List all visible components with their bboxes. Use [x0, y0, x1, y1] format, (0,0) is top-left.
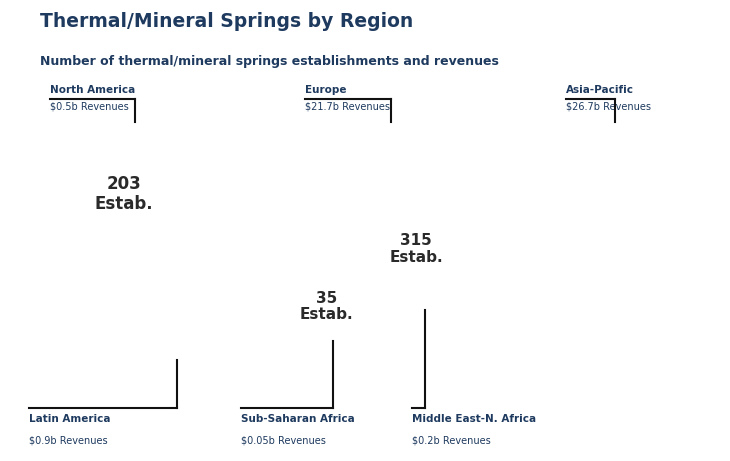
Text: 35
Estab.: 35 Estab. — [299, 291, 353, 322]
Text: $0.9b Revenues: $0.9b Revenues — [29, 436, 108, 446]
Text: Thermal/Mineral Springs by Region: Thermal/Mineral Springs by Region — [40, 12, 413, 30]
Text: 5,035 Estab.: 5,035 Estab. — [309, 187, 436, 205]
Text: 20,298
Estab.: 20,298 Estab. — [531, 178, 601, 216]
Text: $26.7b Revenues: $26.7b Revenues — [566, 101, 650, 112]
Text: $0.2b Revenues: $0.2b Revenues — [412, 436, 491, 446]
Text: 203
Estab.: 203 Estab. — [95, 175, 153, 213]
Text: North America: North America — [50, 84, 135, 95]
Text: $0.05b Revenues: $0.05b Revenues — [241, 436, 326, 446]
Text: 315
Estab.: 315 Estab. — [389, 233, 443, 265]
Text: $21.7b Revenues: $21.7b Revenues — [305, 101, 390, 112]
Text: Latin America: Latin America — [29, 414, 111, 424]
Text: Sub-Saharan Africa: Sub-Saharan Africa — [241, 414, 355, 424]
Text: Number of thermal/mineral springs establishments and revenues: Number of thermal/mineral springs establ… — [40, 55, 499, 68]
Text: Middle East-N. Africa: Middle East-N. Africa — [412, 414, 536, 424]
Text: $0.5b Revenues: $0.5b Revenues — [50, 101, 128, 112]
Text: Europe: Europe — [305, 84, 347, 95]
Text: 961
Estab.: 961 Estab. — [128, 283, 191, 321]
Text: Asia-Pacific: Asia-Pacific — [566, 84, 634, 95]
